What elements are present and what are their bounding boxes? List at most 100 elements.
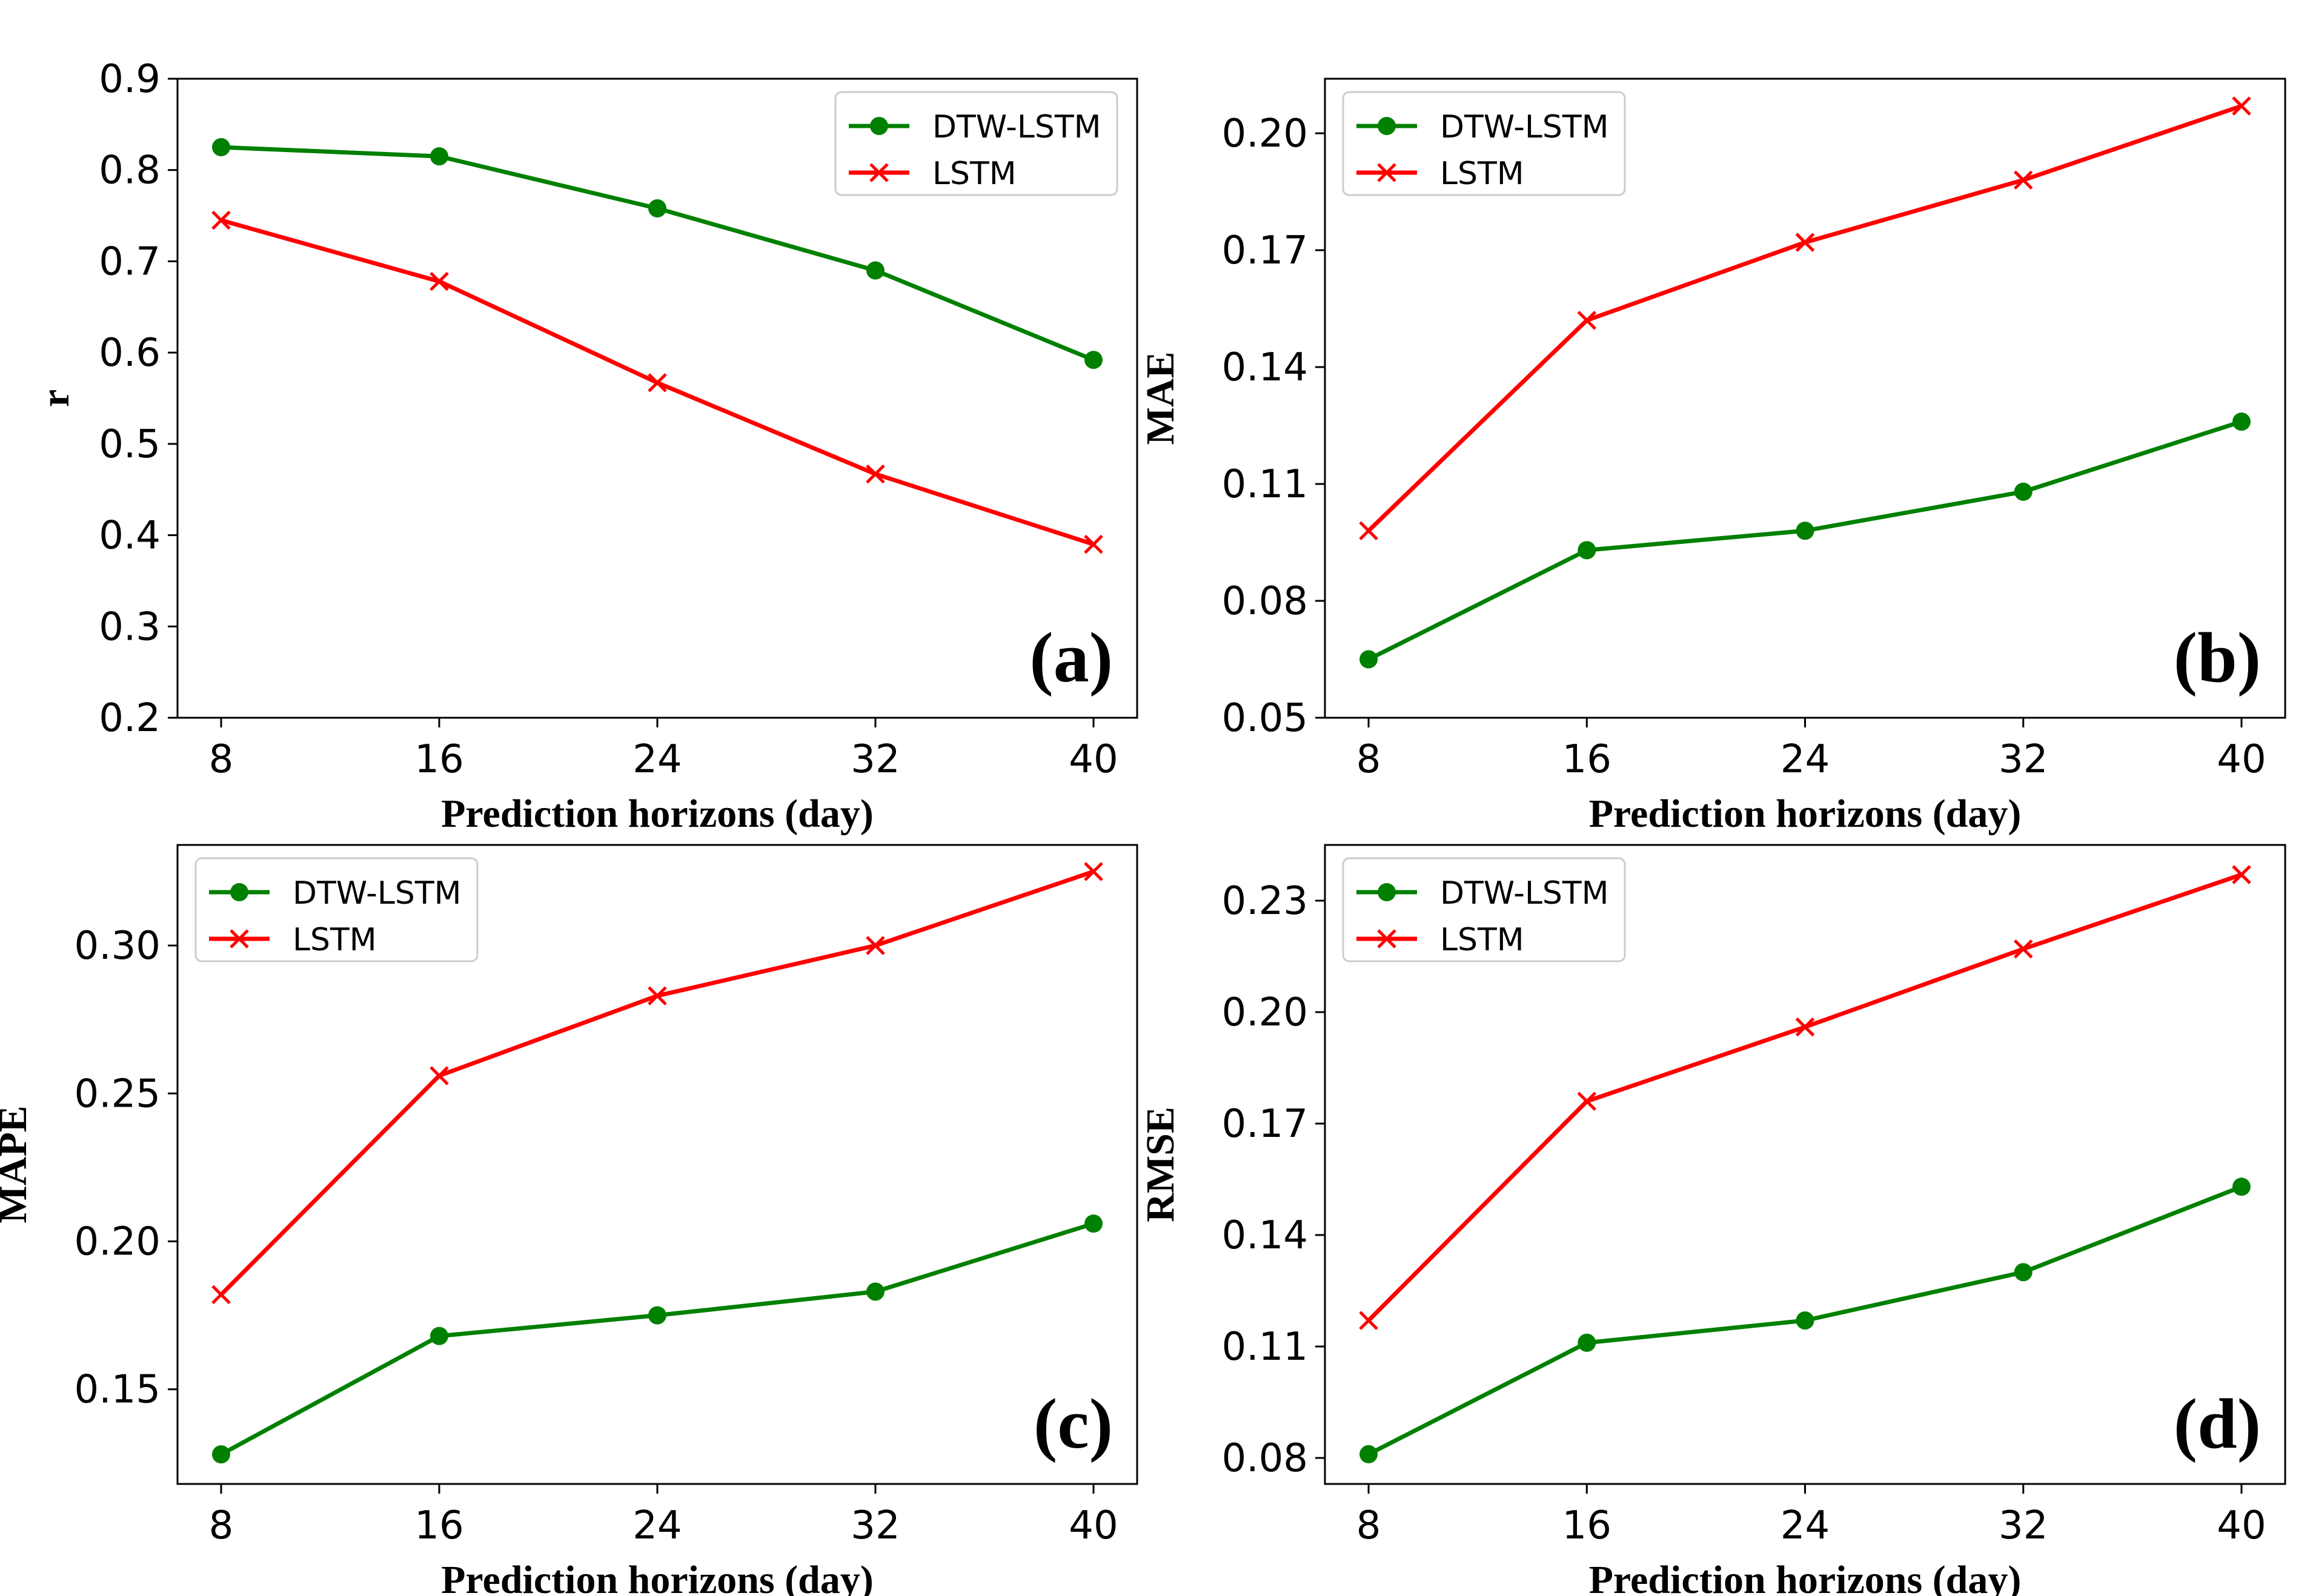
y-axis-title: MAPE: [0, 1105, 35, 1223]
y-tick-label: 0.5: [99, 422, 161, 467]
data-point: [2013, 939, 2033, 959]
y-tick-label: 0.20: [75, 1219, 161, 1264]
panel-label: (d): [2174, 1384, 2261, 1463]
y-tick-label: 0.14: [1222, 1213, 1309, 1258]
data-point: [2232, 865, 2251, 884]
legend-marker: [870, 117, 888, 135]
data-point: [2232, 412, 2251, 431]
data-point: [1359, 650, 1378, 669]
x-tick-label: 24: [1781, 1503, 1830, 1548]
y-tick-label: 0.05: [1222, 696, 1309, 741]
data-point: [1359, 1445, 1378, 1463]
legend: DTW-LSTM LSTM: [1342, 91, 1626, 196]
series-line-dtw-lstm: [220, 1221, 1095, 1457]
data-point: [2013, 170, 2033, 190]
data-point: [2014, 1263, 2033, 1282]
legend-label: DTW-LSTM: [1440, 109, 1608, 145]
data-point: [1359, 1311, 1378, 1330]
panel-d: 8 16 24 32 40 0.08 0.11 0.14 0.17 0.20 0.23 Predict…: [1138, 844, 2286, 1596]
legend-label: DTW-LSTM: [1440, 875, 1608, 912]
data-point: [430, 271, 449, 291]
legend: DTW-LSTM LSTM: [1342, 857, 1626, 962]
x-tick-label: 40: [2217, 737, 2266, 782]
panel-a: 8 16 24 32 40 0.2 0.3 0.4 0.5 0.6 0.7 0.8 0.9 Predict…: [33, 57, 1138, 836]
x-tick-label: 40: [1069, 737, 1118, 782]
legend-marker: [1378, 883, 1396, 901]
data-point: [211, 210, 231, 230]
y-tick-label: 0.3: [99, 604, 161, 649]
data-point: [866, 1282, 885, 1301]
y-tick-label: 0.14: [1222, 345, 1309, 390]
data-point: [866, 261, 885, 280]
panel-b: 8 16 24 32 40 0.05 0.08 0.11 0.14 0.17 0.20 Predict…: [1138, 78, 2286, 836]
legend-marker: [869, 163, 889, 182]
data-point: [1578, 1333, 1596, 1352]
panel-label: (b): [2174, 618, 2261, 697]
data-point: [2232, 1177, 2251, 1196]
legend-box: [834, 91, 1118, 196]
data-point: [2232, 96, 2251, 116]
x-tick-label: 24: [1781, 737, 1830, 782]
legend-marker: [230, 883, 248, 901]
legend-box: [1342, 91, 1626, 196]
x-tick-label: 16: [414, 1503, 463, 1548]
data-point: [648, 1306, 666, 1325]
data-point: [1795, 233, 1815, 252]
data-point: [1359, 521, 1378, 540]
x-tick-label: 8: [1356, 1503, 1381, 1548]
panel-label: (c): [1034, 1384, 1113, 1463]
data-point: [1578, 541, 1596, 560]
legend-label: LSTM: [1440, 922, 1524, 958]
legend: DTW-LSTM LSTM: [194, 857, 479, 962]
y-tick-label: 0.6: [99, 331, 161, 376]
legend-label: DTW-LSTM: [293, 875, 461, 912]
y-axis-title: MAE: [1138, 352, 1183, 445]
y-tick-label: 0.11: [1222, 462, 1309, 507]
data-point: [1795, 1017, 1815, 1037]
x-tick-label: 24: [632, 1503, 682, 1548]
data-point: [1084, 862, 1103, 881]
x-tick-label: 24: [632, 737, 682, 782]
x-tick-label: 16: [1562, 737, 1611, 782]
y-axis-title: RMSE: [1138, 1107, 1183, 1222]
y-tick-label: 0.20: [1222, 111, 1309, 156]
x-axis-title: Prediction horizons (day): [1589, 792, 2022, 836]
data-point: [1796, 522, 1814, 540]
x-tick-label: 32: [1999, 737, 2048, 782]
y-tick-label: 0.15: [75, 1368, 161, 1412]
x-tick-label: 32: [1999, 1503, 2048, 1548]
data-point: [211, 1285, 231, 1305]
panel-label: (a): [1029, 618, 1113, 697]
data-point: [866, 936, 885, 955]
y-tick-label: 0.23: [1222, 879, 1309, 924]
legend-marker: [1378, 117, 1396, 135]
data-point: [648, 373, 667, 392]
data-point: [866, 464, 885, 484]
y-tick-label: 0.08: [1222, 579, 1309, 624]
data-point: [1577, 1091, 1597, 1111]
y-tick-label: 0.11: [1222, 1325, 1309, 1369]
x-tick-label: 40: [1069, 1503, 1118, 1548]
legend-label: DTW-LSTM: [932, 109, 1101, 145]
data-point: [648, 199, 666, 218]
data-point: [430, 1066, 449, 1085]
legend-marker: [1377, 163, 1396, 182]
y-tick-label: 0.9: [99, 57, 161, 102]
x-tick-label: 16: [1562, 1503, 1611, 1548]
panel-c: 8 16 24 32 40 0.15 0.20 0.25 0.30 Prediction hori…: [0, 844, 1138, 1596]
data-point: [212, 1445, 230, 1464]
data-point: [1577, 311, 1597, 330]
data-point: [648, 986, 667, 1005]
legend-label: LSTM: [293, 922, 377, 958]
data-point: [430, 1326, 448, 1345]
x-axis-title: Prediction horizons (day): [441, 1558, 874, 1596]
y-tick-label: 0.17: [1222, 1102, 1309, 1147]
legend-label: LSTM: [932, 156, 1017, 192]
x-tick-label: 40: [2217, 1503, 2266, 1548]
y-tick-label: 0.25: [75, 1071, 161, 1116]
x-axis-title: Prediction horizons (day): [441, 792, 874, 836]
series-line-dtw-lstm: [1367, 419, 2243, 661]
y-tick-label: 0.8: [99, 148, 161, 193]
legend: DTW-LSTM LSTM: [834, 91, 1118, 196]
